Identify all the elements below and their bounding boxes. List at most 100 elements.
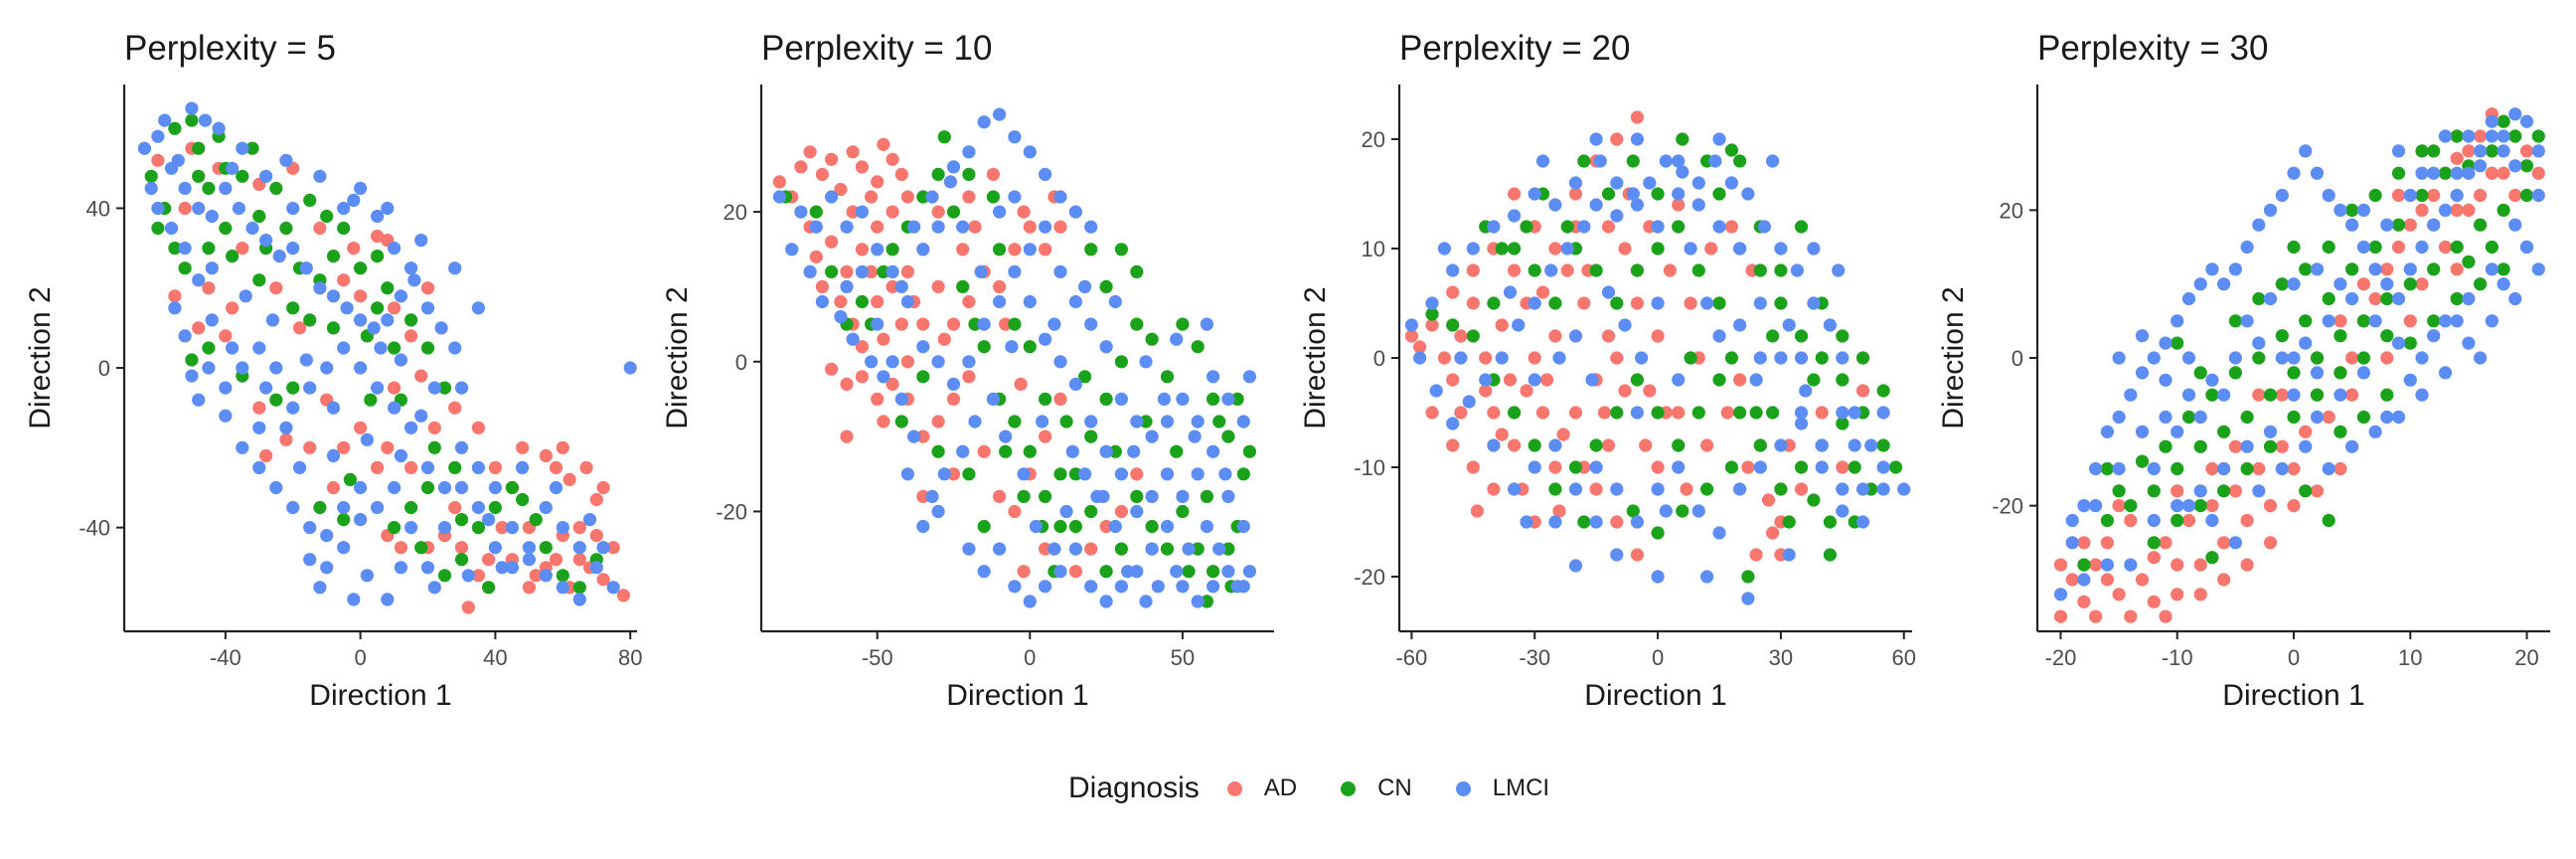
p2-point-lmci-79 bbox=[1068, 377, 1082, 391]
p2-point-lmci-21 bbox=[1099, 340, 1113, 354]
p4-point-ad-60 bbox=[2252, 388, 2266, 402]
p3-point-lmci-35 bbox=[1691, 176, 1705, 190]
p3-point-lmci-101 bbox=[1684, 242, 1697, 256]
p1-point-lmci-129 bbox=[360, 569, 374, 583]
p2-point-lmci-54 bbox=[894, 392, 908, 406]
p4-point-ad-64 bbox=[2415, 277, 2429, 291]
p2-point-cn-62 bbox=[1139, 415, 1153, 429]
p4-point-cn-12 bbox=[2356, 314, 2370, 328]
p4-point-lmci-30 bbox=[2403, 262, 2417, 276]
p1-point-cn-31 bbox=[516, 492, 530, 507]
p3-point-lmci-50 bbox=[1446, 417, 1460, 430]
p1-point-cn-3 bbox=[192, 141, 206, 155]
p4-point-lmci-69 bbox=[2263, 425, 2278, 438]
p1-point-lmci-110 bbox=[178, 329, 192, 343]
p2-point-ad-32 bbox=[962, 294, 976, 309]
p2-point-ad-25 bbox=[855, 340, 870, 354]
p4-point-lmci-81 bbox=[2217, 388, 2231, 402]
p3-point-lmci-109 bbox=[1766, 154, 1780, 168]
p4-point-lmci-91 bbox=[2427, 166, 2441, 180]
p1-point-lmci-70 bbox=[236, 440, 249, 454]
p2-point-lmci-1 bbox=[794, 205, 808, 219]
p1-point-lmci-136 bbox=[226, 341, 240, 355]
p4-point-lmci-40 bbox=[2519, 114, 2534, 128]
p2-point-ad-77 bbox=[840, 430, 854, 443]
p2-point-lmci-75 bbox=[1008, 190, 1022, 204]
p1-point-lmci-59 bbox=[404, 521, 418, 535]
p4-y-tick-label: 20 bbox=[2000, 198, 2023, 223]
p2-point-cn-75 bbox=[1200, 595, 1213, 608]
p3-point-cn-70 bbox=[1700, 482, 1714, 496]
p3-point-cn-24 bbox=[1848, 460, 1861, 474]
p3-point-ad-52 bbox=[1446, 285, 1460, 299]
p1-point-ad-65 bbox=[448, 401, 462, 415]
p4-point-ad-15 bbox=[2228, 484, 2242, 498]
p3-x-tick-label: -60 bbox=[1395, 645, 1427, 670]
p2-point-lmci-82 bbox=[1114, 467, 1128, 481]
p1-point-lmci-57 bbox=[371, 500, 385, 515]
p1-point-lmci-119 bbox=[414, 409, 428, 423]
p2-point-lmci-58 bbox=[834, 310, 848, 324]
p4-point-lmci-126 bbox=[2508, 159, 2522, 173]
p4-point-lmci-11 bbox=[2181, 291, 2196, 306]
p1-point-lmci-100 bbox=[414, 234, 428, 248]
legend-item-cn: CN bbox=[1341, 774, 1412, 802]
p2-point-ad-8 bbox=[855, 160, 870, 174]
p3-point-lmci-116 bbox=[1782, 548, 1796, 562]
p1-point-lmci-76 bbox=[337, 500, 351, 515]
p1-point-cn-0 bbox=[144, 169, 158, 183]
p4-point-lmci-88 bbox=[2356, 203, 2370, 217]
p2-point-lmci-73 bbox=[916, 243, 930, 257]
p2-y-tick-label: -20 bbox=[716, 499, 747, 524]
p2-point-ad-63 bbox=[865, 264, 879, 278]
p2-point-lmci-66 bbox=[1039, 167, 1052, 181]
p4-point-cn-20 bbox=[2112, 484, 2126, 498]
p1-point-lmci-108 bbox=[219, 409, 233, 423]
p1-point-ad-40 bbox=[563, 472, 576, 486]
p1-point-ad-58 bbox=[292, 321, 307, 335]
p3-point-lmci-18 bbox=[1774, 351, 1788, 365]
p4-point-cn-78 bbox=[2427, 144, 2441, 158]
p3-point-lmci-110 bbox=[1807, 242, 1821, 256]
p1-point-ad-70 bbox=[589, 529, 603, 543]
p3-point-cn-25 bbox=[1836, 417, 1850, 430]
p3-point-lmci-22 bbox=[1855, 515, 1870, 529]
p2-point-cn-23 bbox=[1099, 392, 1113, 406]
p1-point-ad-73 bbox=[596, 480, 610, 495]
p4-point-cn-32 bbox=[2391, 218, 2406, 232]
p2-point-lmci-83 bbox=[1130, 504, 1144, 519]
p1-point-lmci-125 bbox=[495, 561, 509, 575]
p3-point-cn-17 bbox=[1774, 296, 1788, 310]
p4-point-ad-28 bbox=[2380, 262, 2394, 276]
p4-point-lmci-101 bbox=[2181, 499, 2196, 513]
p4-point-cn-16 bbox=[2450, 240, 2464, 255]
p4-point-lmci-16 bbox=[2240, 240, 2254, 255]
p4-point-lmci-125 bbox=[2485, 114, 2498, 128]
p4-point-cn-11 bbox=[2334, 329, 2347, 343]
p1-point-ad-5 bbox=[236, 242, 249, 256]
p4-point-lmci-20 bbox=[2287, 166, 2301, 180]
p2-point-ad-74 bbox=[1099, 519, 1113, 534]
p2-point-lmci-102 bbox=[1068, 542, 1082, 556]
p2-point-ad-57 bbox=[1008, 504, 1022, 519]
p3-point-cn-50 bbox=[1855, 351, 1870, 365]
p2-point-lmci-26 bbox=[1176, 489, 1190, 503]
p3-point-lmci-47 bbox=[1495, 351, 1509, 365]
p1-point-lmci-54 bbox=[320, 561, 334, 575]
p2-point-lmci-69 bbox=[1084, 220, 1098, 234]
p2-point-cn-34 bbox=[1221, 542, 1235, 556]
p3-point-lmci-114 bbox=[1700, 570, 1714, 584]
p4-point-ad-40 bbox=[2519, 144, 2534, 158]
p1-point-lmci-12 bbox=[299, 261, 313, 275]
p3-point-cn-35 bbox=[1630, 373, 1644, 387]
p3-point-ad-81 bbox=[1724, 220, 1738, 234]
p4-point-lmci-10 bbox=[2171, 314, 2184, 328]
p3-point-lmci-46 bbox=[1512, 318, 1526, 332]
p4-point-lmci-25 bbox=[2345, 218, 2359, 232]
p1-point-cn-15 bbox=[371, 250, 385, 263]
p4-point-lmci-98 bbox=[2147, 461, 2161, 476]
p1-point-lmci-102 bbox=[471, 301, 485, 315]
p3-point-lmci-64 bbox=[1712, 526, 1726, 540]
p3-point-lmci-72 bbox=[1876, 460, 1890, 474]
p1-point-lmci-133 bbox=[326, 448, 341, 462]
